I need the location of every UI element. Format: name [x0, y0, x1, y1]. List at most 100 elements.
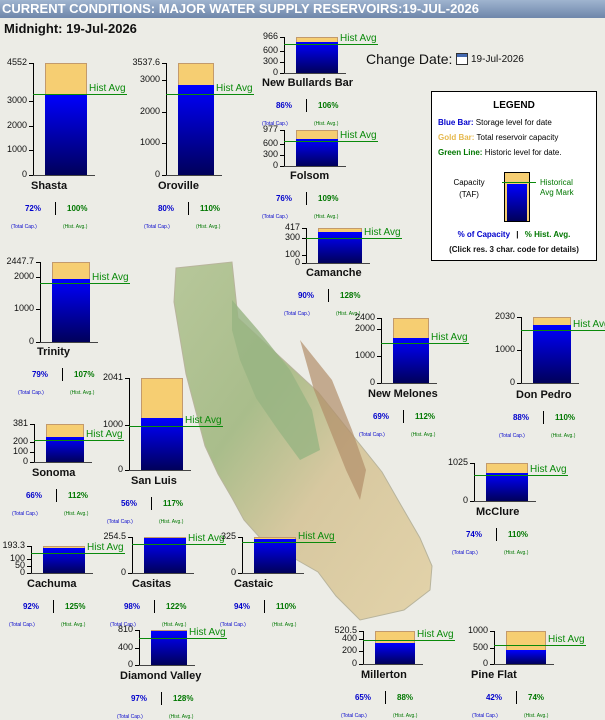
reservoir-name[interactable]: Camanche: [306, 267, 362, 279]
reservoir-name[interactable]: Cachuma: [27, 578, 77, 590]
separator: [328, 289, 329, 302]
tick-mark: [162, 143, 166, 145]
tick-label: 810: [117, 624, 133, 634]
hist-avg-label: Hist Avg: [431, 331, 468, 343]
tick-label: 0: [272, 160, 278, 170]
tick-mark: [377, 318, 381, 319]
reservoir-name[interactable]: Trinity: [37, 346, 71, 358]
tick-label: 0: [127, 659, 133, 669]
reservoir-name[interactable]: Sonoma: [32, 467, 76, 479]
historic-avg-line: [139, 638, 227, 640]
total-cap-caption: (Total Cap.): [452, 550, 478, 556]
percent-capacity: 79%: [31, 370, 48, 379]
tick-label: 2400: [354, 312, 375, 322]
tick-mark: [280, 73, 284, 74]
tick-mark: [470, 463, 474, 464]
y-axis: [242, 537, 243, 573]
historic-avg-line: [34, 439, 124, 441]
separator: [306, 192, 307, 205]
tick-mark: [29, 63, 33, 64]
tick-label: 3000: [6, 95, 27, 106]
storage-bar: [45, 94, 87, 175]
hist-avg-label: Hist Avg: [87, 542, 124, 554]
tick-label: 1000: [6, 144, 27, 155]
hist-avg-label: Hist Avg: [185, 414, 222, 426]
reservoir-name[interactable]: New Melones: [368, 388, 438, 400]
separator: [154, 600, 155, 613]
hist-avg-label: Hist Avg: [216, 82, 253, 94]
y-axis: [474, 463, 475, 501]
percent-hist-avg: 110%: [508, 530, 529, 539]
tick-label: 100: [9, 553, 25, 564]
reservoir-name[interactable]: Don Pedro: [516, 389, 572, 401]
reservoir-name[interactable]: New Bullards Bar: [262, 77, 354, 89]
percent-capacity: 80%: [157, 204, 174, 213]
tick-mark: [280, 166, 284, 167]
tick-mark: [27, 546, 31, 547]
hist-avg-label: Hist Avg: [340, 129, 377, 141]
separator: [306, 99, 307, 112]
tick-mark: [490, 647, 494, 649]
tick-label: 100: [12, 446, 28, 457]
tick-label: 1000: [102, 418, 123, 429]
reservoir-name[interactable]: Millerton: [361, 669, 407, 681]
tick-mark: [359, 638, 363, 640]
reservoir-name[interactable]: Diamond Valley: [120, 670, 202, 682]
legend-title: LEGEND: [493, 100, 535, 111]
tick-label: 2447.7: [6, 256, 34, 266]
hist-avg-label: Hist Avg: [189, 627, 226, 639]
separator: [55, 202, 56, 215]
reservoir-name[interactable]: Oroville: [158, 180, 199, 192]
y-axis: [521, 317, 522, 383]
tick-mark: [135, 647, 139, 649]
y-axis: [381, 318, 382, 383]
legend-blue-row: Blue Bar: Storage level for date: [438, 118, 552, 127]
separator: [161, 692, 162, 705]
legend-pct-capacity: % of Capacity: [457, 230, 511, 239]
x-axis: [306, 263, 370, 264]
storage-bar: [318, 231, 362, 263]
reservoir-name[interactable]: Shasta: [31, 180, 68, 192]
tick-mark: [36, 276, 40, 278]
hist-avg-label: Hist Avg: [92, 271, 129, 283]
hist-avg-caption: (Hist. Avg.): [162, 622, 187, 628]
change-date-value[interactable]: 19-Jul-2026: [471, 54, 524, 65]
y-axis: [132, 537, 133, 573]
tick-mark: [162, 80, 166, 82]
tick-mark: [36, 262, 40, 263]
y-axis: [33, 63, 34, 175]
tick-mark: [30, 452, 34, 454]
tick-mark: [29, 175, 33, 176]
reservoir-name[interactable]: Pine Flat: [471, 669, 517, 681]
percent-capacity: 56%: [120, 499, 137, 508]
tick-mark: [302, 254, 306, 256]
tick-label: 2030: [494, 311, 515, 321]
storage-bar: [533, 324, 571, 383]
calendar-icon[interactable]: [456, 53, 468, 65]
separator: [264, 600, 265, 613]
legend: LEGEND Blue Bar: Storage level for date …: [431, 91, 597, 261]
hist-avg-caption: (Hist. Avg.): [61, 622, 86, 628]
percent-hist-avg: 109%: [318, 194, 339, 203]
separator: [53, 600, 54, 613]
hist-avg-caption: (Hist. Avg.): [551, 433, 576, 439]
reservoir-name[interactable]: Casitas: [132, 578, 172, 590]
legend-click-note: (Click res. 3 char. code for details): [449, 245, 579, 254]
historic-avg-line: [40, 282, 130, 284]
hist-avg-caption: (Hist. Avg.): [393, 713, 418, 719]
tick-label: 0: [19, 567, 25, 577]
legend-historic-line: [502, 182, 536, 183]
percent-capacity: 88%: [512, 413, 529, 422]
timestamp-label: Midnight: 19-Jul-2026: [4, 21, 137, 36]
reservoir-name[interactable]: San Luis: [131, 475, 177, 487]
reservoir-name[interactable]: Castaic: [234, 578, 274, 590]
historic-avg-line: [284, 140, 378, 142]
reservoir-name[interactable]: McClure: [476, 506, 520, 518]
separator: [188, 202, 189, 215]
hist-avg-caption: (Hist. Avg.): [336, 311, 361, 317]
tick-label: 200: [341, 645, 357, 656]
percent-capacity: 65%: [354, 693, 371, 702]
tick-label: 0: [21, 169, 27, 179]
x-axis: [284, 166, 346, 167]
reservoir-name[interactable]: Folsom: [290, 170, 330, 182]
